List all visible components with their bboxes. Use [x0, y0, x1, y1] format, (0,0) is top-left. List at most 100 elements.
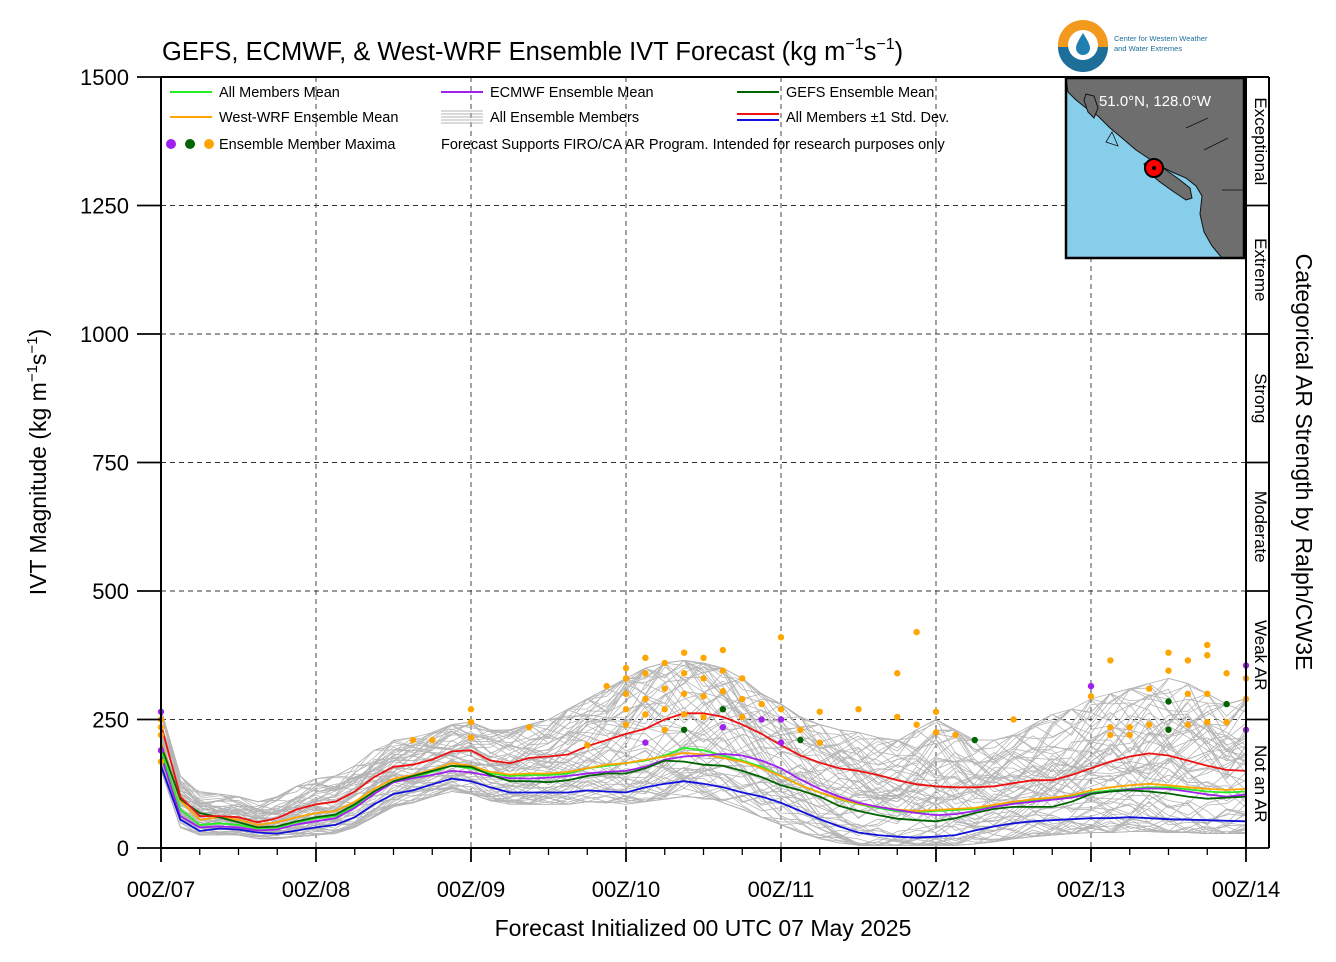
ensemble-member-line [161, 667, 1246, 828]
category-label: Strong [1251, 373, 1270, 423]
maxima-point [739, 713, 746, 721]
maxima-point [739, 695, 746, 703]
maxima-point [777, 716, 785, 723]
maxima-point [1010, 716, 1017, 723]
maxima-point [952, 731, 959, 739]
ensemble-member-line [161, 677, 1246, 837]
y-tick-label: 500 [92, 579, 129, 604]
ensemble-member-line [161, 659, 1246, 827]
cw3e-logo: Center for Western Weather and Water Ext… [1058, 20, 1208, 72]
x-tick-label: 00Z/13 [1057, 877, 1126, 902]
maxima-point [700, 713, 707, 721]
logo-text-line2: and Water Extremes [1114, 44, 1182, 53]
y-axis-label: IVT Magnitude (kg m−1s−1) [24, 329, 51, 595]
legend: All Members Mean ECMWF Ensemble Mean GEF… [166, 85, 949, 153]
y-tick-label: 1500 [80, 65, 129, 90]
maxima-point [1204, 652, 1211, 659]
maxima-point [680, 711, 688, 718]
maxima-point [680, 690, 688, 697]
legend-item-gefs-mean: GEFS Ensemble Mean [737, 85, 934, 101]
maxima-point [1184, 721, 1192, 728]
legend-label: All Ensemble Members [490, 110, 639, 126]
ensemble-member-line [161, 763, 1246, 846]
legend-label: ECMWF Ensemble Mean [490, 85, 654, 101]
series-lines [161, 712, 1246, 839]
map-borders [1105, 117, 1244, 191]
legend-label: All Members Mean [219, 85, 340, 101]
maxima-point [661, 726, 668, 733]
maxima-point [603, 682, 610, 690]
maxima-point [1204, 690, 1211, 697]
maxima-point [467, 718, 475, 726]
maxima-point [1087, 693, 1095, 700]
y-tick-label: 750 [92, 451, 129, 476]
maxima-point [932, 729, 940, 736]
maxima-point [1165, 649, 1172, 656]
ensemble-member-line [161, 698, 1246, 835]
x-tick-label: 00Z/09 [437, 877, 506, 902]
maxima-point [719, 724, 727, 731]
legend-label: Ensemble Member Maxima [219, 137, 396, 153]
maxima-point [642, 670, 649, 677]
maxima-point [700, 693, 707, 700]
maxima-point [758, 700, 765, 708]
location-inset-map: 51.0°N, 128.0°W [1064, 76, 1246, 260]
ensemble-maxima-points [157, 628, 1250, 765]
maxima-point [1223, 700, 1230, 708]
maxima-point [622, 721, 630, 728]
maxima-point [1223, 718, 1230, 726]
ensemble-member-line [161, 721, 1246, 813]
maxima-point [1107, 724, 1114, 731]
legend-item-maxima: Ensemble Member Maxima [166, 137, 396, 153]
category-label: Extreme [1251, 238, 1270, 301]
maxima-point [816, 708, 823, 715]
maxima-point [1204, 718, 1211, 726]
series-line-westwrf_mean [161, 742, 1246, 826]
map-haida-gwaii [1083, 93, 1099, 119]
maxima-point [816, 739, 823, 746]
maxima-point [642, 739, 649, 746]
maxima-point [719, 646, 727, 654]
water-drop-icon [1076, 33, 1090, 55]
ar-category-axis: Not an AR Weak AR Moderate Strong Extreme Exc… [1246, 76, 1270, 849]
maxima-point [777, 634, 785, 641]
maxima-point [1126, 724, 1133, 731]
x-axis-label: Forecast Initialized 00 UTC 07 May 2025 [495, 915, 912, 941]
maxima-point [1165, 698, 1172, 705]
y-tick-label: 0 [117, 836, 129, 861]
legend-item-std-dev: All Members ±1 Std. Dev. [737, 110, 949, 126]
ensemble-member-line [161, 686, 1246, 835]
legend-label: All Members ±1 Std. Dev. [786, 110, 949, 126]
maxima-point [719, 667, 727, 674]
x-tick-label: 00Z/08 [282, 877, 351, 902]
y-axis: 0 250 500 750 1000 1250 1500 [80, 65, 161, 861]
maxima-point [661, 706, 668, 713]
y-tick-label: 1250 [80, 194, 129, 219]
legend-swatch-members [441, 110, 483, 124]
ensemble-member-line [161, 665, 1246, 826]
maxima-point [1184, 690, 1192, 697]
ensemble-member-line [161, 682, 1246, 838]
maxima-point [680, 726, 688, 733]
maxima-point [797, 726, 804, 733]
y-tick-label: 1000 [80, 322, 129, 347]
legend-item-westwrf-mean: West-WRF Ensemble Mean [170, 110, 398, 126]
series-line-gefs_mean [161, 744, 1246, 829]
map-location-label: 51.0°N, 128.0°W [1099, 93, 1212, 110]
ar-category-axis-label: Categorical AR Strength by Ralph/CW3E [1291, 254, 1317, 671]
maxima-point [525, 724, 533, 731]
maxima-point [913, 721, 920, 728]
maxima-point [1107, 657, 1114, 664]
maxima-point [1087, 682, 1095, 690]
maxima-point [1126, 731, 1133, 739]
category-label: Weak AR [1251, 620, 1270, 691]
map-frame [1064, 76, 1246, 260]
maxima-point [1165, 726, 1172, 733]
maxima-point [429, 736, 436, 744]
category-label: Not an AR [1251, 745, 1270, 823]
location-marker-center [1152, 166, 1156, 170]
maxima-point [642, 695, 649, 703]
maxima-point [622, 706, 630, 713]
maxima-point [1204, 641, 1211, 649]
